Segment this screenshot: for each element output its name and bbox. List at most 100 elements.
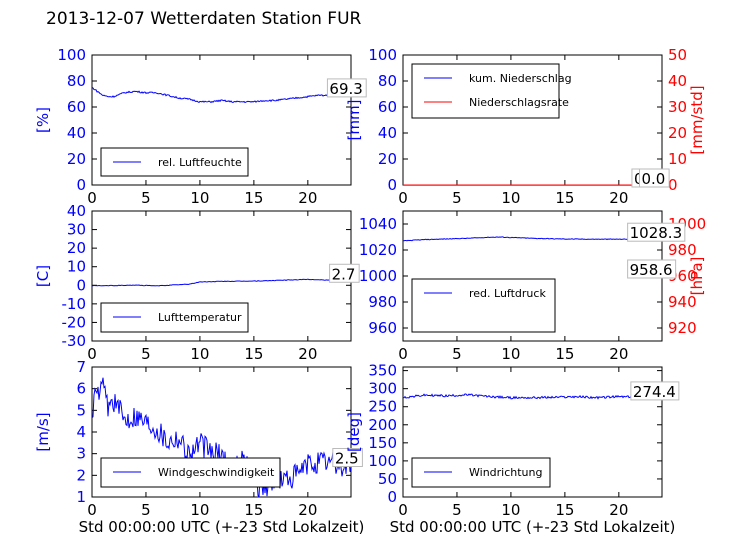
series-line: [403, 393, 662, 400]
value-box: [627, 222, 686, 242]
legend-label: Lufttemperatur: [158, 311, 242, 324]
value-box: [638, 168, 670, 188]
legend-label: red. Luftdruck: [469, 287, 546, 300]
y-tick-label: 200: [368, 416, 397, 434]
value-box: [627, 259, 677, 279]
x-tick-label: 10: [190, 501, 209, 519]
chart-panel: 0 5 10 15 20 1 2 3 4 5 6 7 [m/s] Std 00:00:00 UTC (+-…: [34, 358, 364, 536]
y-tick-label: 100: [368, 452, 397, 470]
chart-panel: 0 5 10 15 2096098010001020104092094096098010…: [359, 210, 706, 363]
x-tick-label: 15: [555, 345, 574, 363]
y2-tick-label: 0: [668, 176, 678, 194]
legend-label: rel. Luftfeuchte: [158, 156, 242, 169]
y-tick-label: 350: [368, 362, 397, 380]
y2-tick-label: 30: [668, 98, 687, 116]
x-tick-label: 10: [190, 189, 209, 207]
y-tick-label: 50: [378, 470, 397, 488]
x-tick-label: 20: [609, 345, 628, 363]
chart-panel: 0 5 10 15 20 0 20 40 60 80 100 0 10 20 30 40 50 [mm] [mm/s…: [345, 46, 706, 207]
y2-tick-label: 940: [668, 293, 697, 311]
y2-axis-label: [mm/std]: [688, 85, 706, 154]
legend: [100, 457, 281, 488]
y-tick-label: 4: [76, 423, 86, 441]
y-tick-label: -10: [62, 295, 87, 313]
y-tick-label: 100: [368, 46, 397, 64]
x-tick-label: 0: [87, 189, 97, 207]
value-box: [326, 78, 367, 98]
x-tick-label: 10: [501, 501, 520, 519]
series-line: [92, 377, 351, 497]
y2-tick-label: 980: [668, 241, 697, 259]
x-tick-label: 5: [141, 345, 151, 363]
value-label: 958.6: [630, 261, 673, 279]
x-tick-label: 5: [141, 501, 151, 519]
value-box: [630, 381, 680, 401]
value-label: 0.0: [641, 170, 665, 188]
y-tick-label: -30: [62, 332, 87, 350]
x-tick-label: 15: [555, 189, 574, 207]
y-tick-label: 30: [67, 221, 86, 239]
x-tick-label: 0: [398, 189, 408, 207]
value-label: 274.4: [633, 383, 676, 401]
y-axis-label: [m/s]: [34, 412, 52, 451]
legend-label: kum. Niederschlag: [469, 72, 572, 85]
x-tick-label: 20: [298, 345, 317, 363]
y-tick-label: 3: [76, 445, 86, 463]
x-tick-label: 10: [190, 345, 209, 363]
y-axis-label: [C]: [34, 265, 52, 287]
value-label: 2.7: [332, 265, 356, 283]
y-tick-label: 20: [67, 239, 86, 257]
x-tick-label: 0: [398, 501, 408, 519]
figure-title: 2013-12-07 Wetterdaten Station FUR: [46, 9, 362, 29]
y2-tick-label: 20: [668, 124, 687, 142]
y-tick-label: 2: [76, 466, 86, 484]
y2-axis-label: [hPa]: [688, 257, 706, 296]
value-label: 1028.3: [630, 224, 683, 242]
x-tick-label: 0: [87, 345, 97, 363]
y-tick-label: 80: [378, 72, 397, 90]
y-tick-label: 1000: [359, 267, 397, 285]
y-tick-label: 150: [368, 434, 397, 452]
x-tick-label: 15: [555, 501, 574, 519]
y-tick-label: 980: [368, 293, 397, 311]
y-axis-label: [mm]: [345, 100, 363, 141]
y2-tick-label: 50: [668, 46, 687, 64]
x-tick-label: 5: [452, 189, 462, 207]
y2-tick-label: 920: [668, 319, 697, 337]
y-tick-label: 300: [368, 380, 397, 398]
y-tick-label: 40: [67, 124, 86, 142]
legend-label: Windgeschwindigkeit: [158, 466, 275, 479]
y-tick-label: 250: [368, 398, 397, 416]
x-tick-label: 5: [452, 501, 462, 519]
x-tick-label: 5: [141, 189, 151, 207]
value-label: 2.5: [335, 450, 359, 468]
y-tick-label: 100: [57, 46, 86, 64]
y-tick-label: 1: [76, 488, 86, 506]
x-tick-label: 0: [87, 501, 97, 519]
x-tick-label: 5: [452, 345, 462, 363]
y-tick-label: 5: [76, 401, 86, 419]
legend-label: Windrichtung: [469, 466, 542, 479]
x-axis-label: Std 00:00:00 UTC (+-23 Std Lokalzeit): [79, 518, 365, 536]
x-tick-label: 20: [298, 189, 317, 207]
y-tick-label: 60: [378, 98, 397, 116]
value-label: 69.3: [329, 80, 362, 98]
y-tick-label: 80: [67, 72, 86, 90]
y-tick-label: 40: [378, 124, 397, 142]
y-tick-label: 1020: [359, 241, 397, 259]
y-tick-label: 20: [378, 150, 397, 168]
x-tick-label: 15: [244, 345, 263, 363]
x-tick-label: 20: [298, 501, 317, 519]
x-tick-label: 15: [244, 189, 263, 207]
x-tick-label: 15: [244, 501, 263, 519]
series-line: [92, 278, 351, 287]
y-tick-label: 6: [76, 380, 86, 398]
value-box: [332, 448, 363, 467]
chart-panel: 0 5 10 15 20 0 20 40 60 80 100 [%] 69.3 rel. Luftfeuc…: [34, 46, 367, 207]
y-tick-label: 0: [387, 176, 397, 194]
y-axis-label: [deg]: [345, 412, 363, 452]
x-tick-label: 20: [609, 189, 628, 207]
